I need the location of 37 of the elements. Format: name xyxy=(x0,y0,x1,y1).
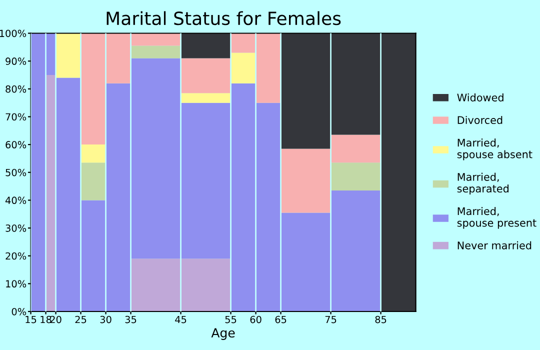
y-tick-label: 30% xyxy=(6,224,26,232)
x-tick-label: 18 xyxy=(40,316,52,324)
legend-label: Never married xyxy=(458,241,532,250)
legend-label: Married, spouse present xyxy=(457,207,536,229)
bar xyxy=(330,162,381,190)
bar xyxy=(230,52,256,84)
bar xyxy=(56,33,81,78)
y-tick-label: 0% xyxy=(12,308,26,316)
legend-label: Widowed xyxy=(457,93,504,102)
x-tick-label: 60 xyxy=(250,316,262,324)
x-tick-label: 35 xyxy=(125,316,136,324)
legend-label: Married, spouse absent xyxy=(457,138,532,160)
bar xyxy=(80,144,106,163)
y-tick-label: 90% xyxy=(6,58,26,65)
bar xyxy=(180,33,231,58)
bar xyxy=(130,46,181,58)
x-tick-label: 85 xyxy=(375,316,386,324)
y-tick-label: 50% xyxy=(6,168,26,176)
x-axis-title: Age xyxy=(211,328,235,340)
y-tick-label: 20% xyxy=(6,252,26,260)
x-tick-label: 15 xyxy=(26,316,36,324)
x-tick-label: 20 xyxy=(50,316,62,324)
y-tick-label: 100% xyxy=(0,30,26,38)
chart-title: Marital Status for Females xyxy=(106,11,341,26)
y-tick-label: 80% xyxy=(6,85,26,93)
x-tick-label: 55 xyxy=(225,316,236,324)
y-tick-label: 40% xyxy=(5,196,26,204)
y-tick-label: 10% xyxy=(6,280,26,288)
x-tick-label: 25 xyxy=(75,316,86,324)
x-tick-label: 30 xyxy=(100,316,112,324)
y-tick-label: 60% xyxy=(6,141,26,148)
y-tick-label: 70% xyxy=(6,113,26,121)
x-tick-label: 45 xyxy=(175,316,186,324)
legend-label: Married, separated xyxy=(457,172,508,195)
x-tick-label: 65 xyxy=(275,316,286,324)
legend-label: Divorced xyxy=(458,116,502,124)
x-tick-label: 75 xyxy=(325,316,336,324)
